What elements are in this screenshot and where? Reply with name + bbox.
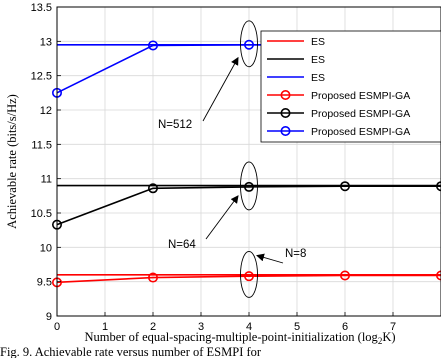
- y-axis-label: Achievable rate (bits/s/Hz): [5, 94, 19, 229]
- annotation-layer: N=512 N=64 N=8: [158, 20, 306, 298]
- y-tick-label: 9.5: [37, 277, 52, 289]
- x-tick-label: 2: [150, 321, 156, 333]
- x-tick-label: 5: [294, 321, 300, 333]
- x-tick-label: 4: [246, 321, 252, 333]
- legend-marker: [280, 90, 291, 101]
- annotation-label: N=512: [158, 119, 192, 131]
- data-point: [244, 39, 255, 50]
- y-tick-label: 13: [40, 36, 52, 48]
- annotation-label: N=8: [285, 248, 306, 260]
- x-tick-label: 6: [342, 321, 348, 333]
- x-tick-label: 3: [198, 321, 204, 333]
- x-axis-label-tail: K): [382, 330, 395, 344]
- annotation-arrow: [256, 253, 284, 264]
- legend-marker: [280, 126, 291, 137]
- x-tick-label: 7: [390, 321, 396, 333]
- x-tick-label: 1: [102, 321, 108, 333]
- data-point: [148, 40, 159, 51]
- y-tick-label: 10.5: [31, 208, 52, 220]
- series-line: [56, 274, 441, 284]
- data-point: [339, 270, 350, 281]
- y-tick-label: 12: [40, 105, 52, 117]
- x-axis-label-main: Number of equal-spacing-multiple-point-i…: [84, 330, 378, 344]
- annotation-arrow: [202, 56, 239, 122]
- legend-entry-label: ES: [311, 54, 325, 66]
- y-tick-label: 12.5: [31, 71, 52, 83]
- legend-entry-label: Proposed ESMPI-GA: [311, 108, 410, 120]
- x-axis-label: Number of equal-spacing-multiple-point-i…: [84, 330, 395, 346]
- data-point: [244, 181, 255, 192]
- annotation-ellipse: [240, 251, 258, 298]
- y-tick-label: 13.5: [31, 2, 52, 14]
- legend-entry-label: Proposed ESMPI-GA: [311, 126, 410, 138]
- legend-box: [260, 30, 441, 143]
- annotation-arrow: [205, 195, 239, 240]
- legend-entry-label: ES: [311, 72, 325, 84]
- y-tick-label: 11: [41, 174, 52, 186]
- x-tick-label: 0: [54, 321, 60, 333]
- y-tick-label: 10: [40, 242, 52, 254]
- figure-caption: Fig. 9. Achievable rate versus number of…: [0, 345, 262, 358]
- legend-entry-label: Proposed ESMPI-GA: [311, 90, 410, 102]
- y-tick-label: 11.5: [31, 139, 52, 151]
- legend-marker: [280, 108, 291, 119]
- legend: ES ES ES Proposed ESMPI-GA Proposed ESMPI-GA…: [260, 30, 441, 143]
- data-point: [244, 271, 255, 282]
- legend-entry-label: ES: [311, 36, 325, 48]
- x-axis-label-sub: 2: [378, 336, 383, 346]
- annotation-ellipse: [240, 20, 258, 68]
- data-point: [148, 272, 159, 283]
- annotation-ellipse: [240, 161, 258, 211]
- annotation-label: N=64: [168, 239, 196, 251]
- series-line: [56, 185, 441, 226]
- data-point: [148, 183, 159, 194]
- y-tick-label: 9: [46, 311, 52, 323]
- data-point: [339, 181, 350, 192]
